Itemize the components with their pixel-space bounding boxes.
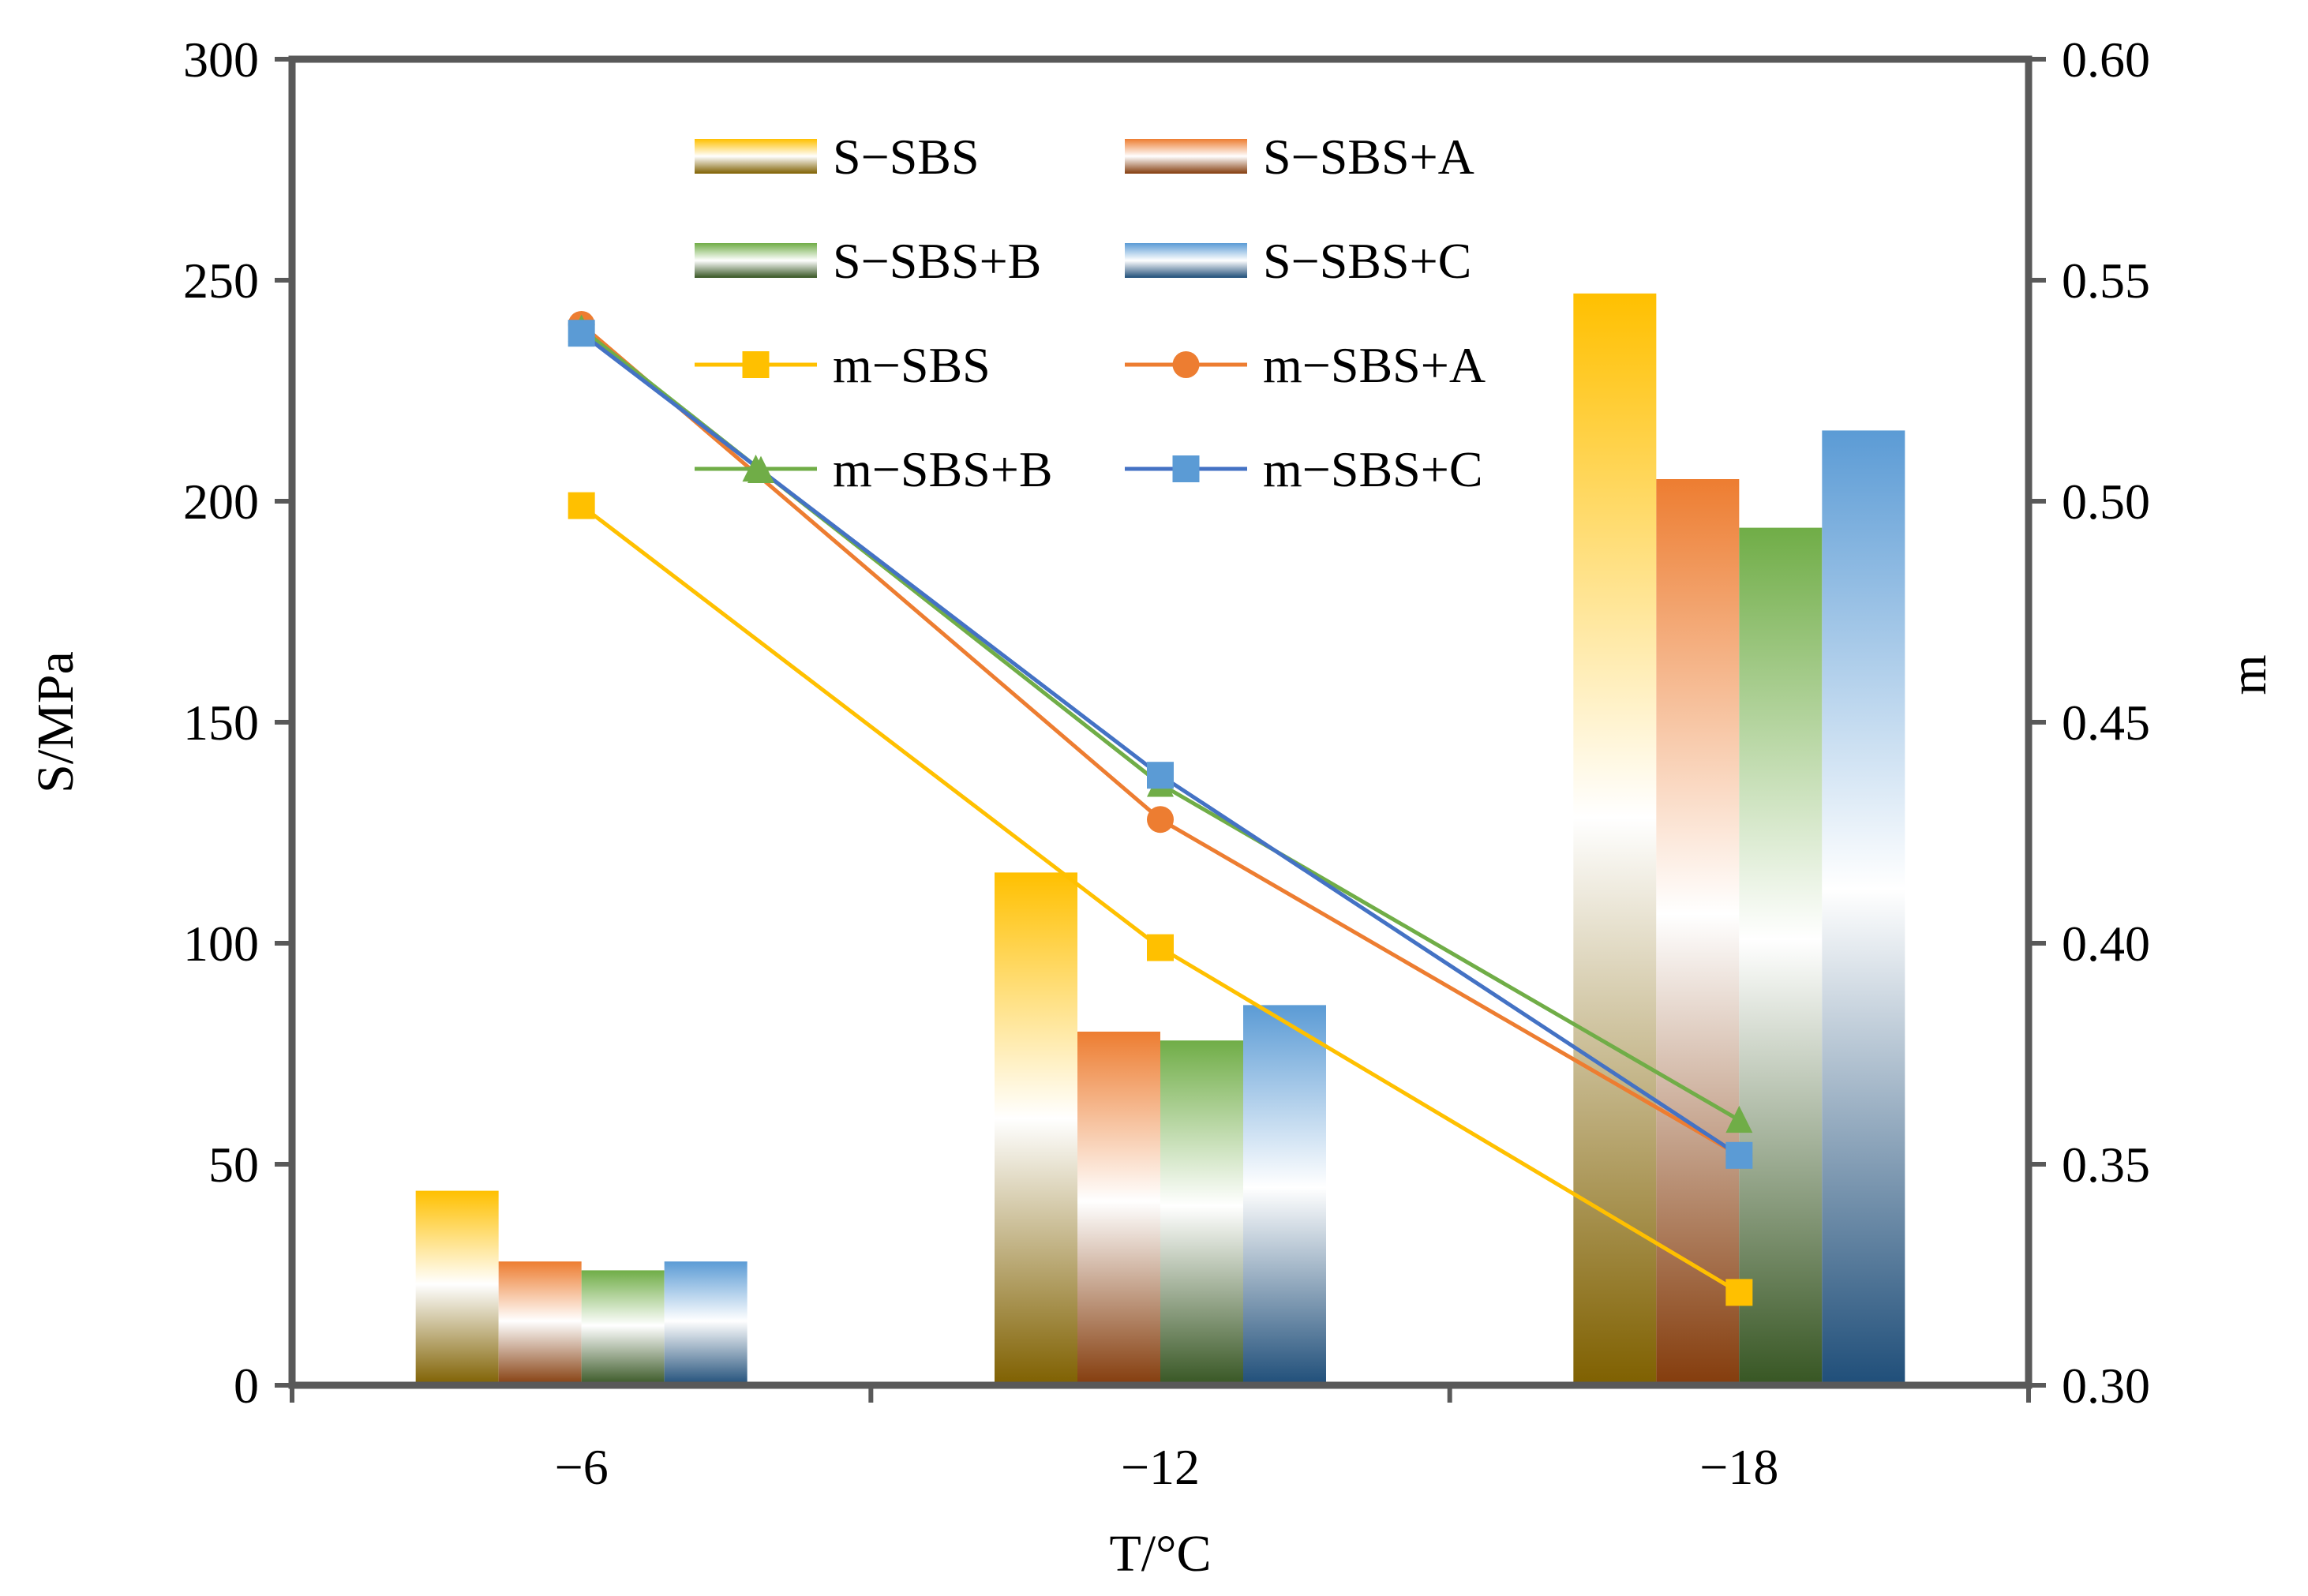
bar-3-1 <box>1243 1005 1326 1385</box>
point-1-1 <box>1147 806 1174 834</box>
point-3-2 <box>1725 1141 1753 1169</box>
bar-0-1 <box>995 872 1077 1385</box>
legend-label: S−SBS+C <box>1263 233 1471 289</box>
bar-0-0 <box>415 1190 499 1385</box>
point-3-1 <box>1147 762 1174 789</box>
y-tick-label: 50 <box>208 1137 259 1193</box>
y-tick-label: 150 <box>183 695 259 751</box>
y2-tick-label: 0.35 <box>2062 1137 2150 1193</box>
legend-swatch <box>695 139 817 174</box>
bar-2-2 <box>1739 527 1823 1385</box>
legend-label: S−SBS <box>833 129 980 185</box>
right-axis: 0.30 0.35 0.40 0.45 0.50 0.55 0.60 <box>2029 32 2150 1414</box>
y2-tick-label: 0.45 <box>2062 695 2150 751</box>
y-axis-title: S/MPa <box>27 651 84 793</box>
x-tick-label: −12 <box>1121 1439 1200 1495</box>
y2-tick-label: 0.30 <box>2062 1358 2150 1414</box>
bar-1-2 <box>1656 479 1740 1385</box>
bar-3-2 <box>1822 430 1905 1385</box>
point-2-3 <box>1725 1105 1753 1133</box>
y-tick-label: 250 <box>183 253 259 309</box>
y2-tick-label: 0.40 <box>2062 916 2150 972</box>
bar-2-1 <box>1160 1040 1243 1385</box>
bar-3-0 <box>664 1261 747 1385</box>
point-0-1 <box>1147 934 1174 961</box>
point-3-0 <box>568 320 595 347</box>
line-1 <box>580 323 1740 1157</box>
y-tick-label: 200 <box>183 474 259 530</box>
legend-marker <box>1172 351 1200 378</box>
x-axis-title: T/°C <box>1109 1525 1211 1583</box>
legend-swatch <box>1125 139 1247 174</box>
y2-axis-title: m <box>2220 654 2277 695</box>
legend-marker <box>742 351 770 378</box>
y2-tick-label: 0.60 <box>2062 32 2150 88</box>
bar-0-2 <box>1573 293 1657 1385</box>
legend-label: m−SBS+B <box>833 441 1053 497</box>
legend-label: m−SBS+A <box>1263 337 1486 393</box>
legend-swatch <box>1125 243 1247 278</box>
legend-marker <box>742 454 770 482</box>
y-tick-label: 100 <box>183 916 259 972</box>
x-axis: −6 −12 −18 <box>290 1385 2031 1495</box>
y2-tick-label: 0.50 <box>2062 474 2150 530</box>
legend-label: m−SBS <box>833 337 991 393</box>
legend-marker <box>1172 455 1200 482</box>
left-axis: 0 50 100 150 200 250 300 <box>183 32 292 1414</box>
legend-swatch <box>695 243 817 278</box>
legend-label: S−SBS+A <box>1263 129 1474 185</box>
lines <box>568 311 1753 1306</box>
point-0-0 <box>568 492 595 519</box>
line-2 <box>580 327 1740 1122</box>
legend-label: m−SBS+C <box>1263 441 1483 497</box>
y-tick-label: 0 <box>234 1358 259 1414</box>
bars <box>415 293 1905 1385</box>
bar-2-0 <box>581 1270 665 1385</box>
bar-1-1 <box>1077 1032 1160 1385</box>
legend: S−SBS S−SBS+A S−SBS+B S−SBS+C m−SBS m−SBS+A m−… <box>695 129 1486 497</box>
legend-label: S−SBS+B <box>833 233 1041 289</box>
x-tick-label: −18 <box>1699 1439 1778 1495</box>
bar-1-0 <box>498 1261 582 1385</box>
point-0-2 <box>1725 1279 1753 1306</box>
y2-tick-label: 0.55 <box>2062 253 2150 309</box>
y-tick-label: 300 <box>183 32 259 88</box>
x-tick-label: −6 <box>555 1439 609 1495</box>
